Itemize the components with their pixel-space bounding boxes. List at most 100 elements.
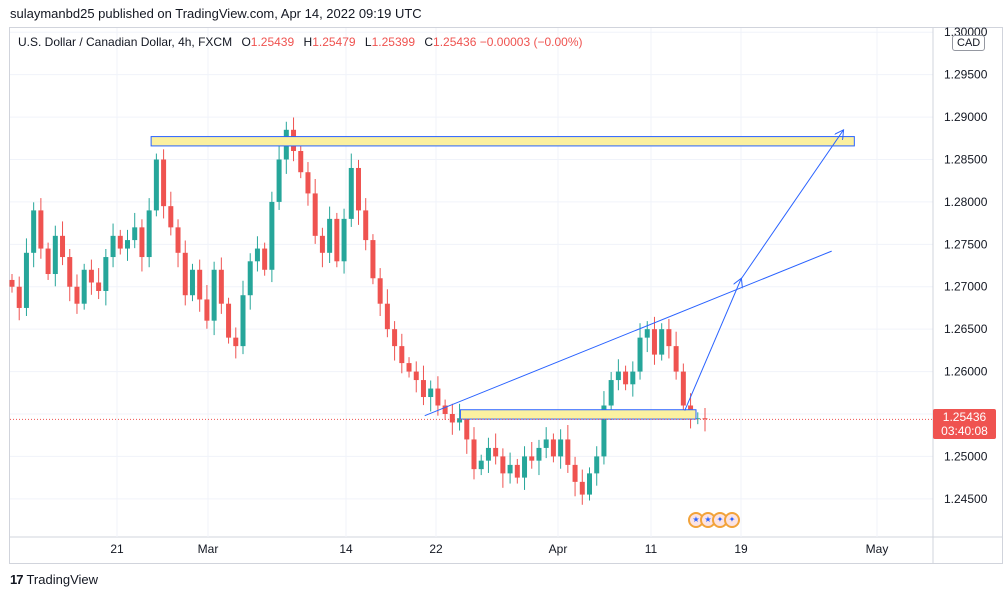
- candle-body: [464, 418, 470, 440]
- candle-body: [262, 248, 268, 270]
- candle-body: [31, 210, 37, 253]
- high-value: 1.25479: [312, 35, 356, 49]
- candle-body: [536, 447, 542, 461]
- ca-flag-icon[interactable]: ✦: [724, 512, 740, 528]
- projection-arrow: [684, 279, 741, 411]
- candle-body: [103, 257, 109, 291]
- x-tick-label: Apr: [549, 542, 568, 556]
- candle-body: [413, 371, 419, 381]
- resistance-zone: [150, 136, 855, 147]
- projection-arrow: [740, 131, 843, 280]
- high-label: H: [303, 35, 313, 49]
- x-tick-label: 22: [429, 542, 443, 556]
- candle-body: [23, 252, 29, 308]
- currency-badge[interactable]: CAD: [952, 35, 986, 51]
- candle-body: [16, 286, 22, 308]
- candle-body: [117, 235, 123, 249]
- candle-body: [449, 413, 455, 423]
- candle-body: [312, 193, 318, 236]
- y-tick-label: 1.29000: [944, 110, 988, 124]
- economic-events[interactable]: ★ ★ ✦ ✦: [688, 512, 740, 528]
- candle-body: [500, 456, 506, 474]
- y-tick-label: 1.28000: [944, 195, 988, 209]
- candle-body: [384, 303, 390, 330]
- candle-body: [377, 278, 383, 304]
- candle-body: [529, 456, 535, 461]
- bar-countdown: 03:40:08: [941, 424, 988, 438]
- open-label: O: [241, 35, 251, 49]
- x-tick-label: 14: [339, 542, 353, 556]
- change-value: −0.00003 (−0.00%): [479, 35, 583, 49]
- candle-body: [356, 167, 361, 211]
- candle-body: [435, 388, 441, 406]
- chart-frame[interactable]: [9, 27, 1003, 564]
- candle-body: [52, 235, 58, 275]
- candle-body: [218, 269, 224, 304]
- candle-body: [168, 206, 174, 228]
- x-tick-label: 21: [110, 542, 124, 556]
- footer-brand[interactable]: 17 TradingView: [10, 572, 98, 587]
- candle-body: [96, 282, 102, 291]
- support-zone: [459, 409, 697, 420]
- candle-body: [406, 363, 412, 372]
- candle-body: [81, 269, 87, 304]
- symbol-legend: U.S. Dollar / Canadian Dollar, 4h, FXCM …: [18, 35, 583, 49]
- open-value: 1.25439: [250, 35, 295, 49]
- candle-body: [702, 418, 708, 420]
- publish-info: sulaymanbd25 published on TradingView.co…: [10, 6, 422, 21]
- candle-body: [608, 380, 614, 406]
- close-label: C: [424, 35, 434, 49]
- candle-body: [197, 269, 203, 300]
- last-price-value: 1.25436: [942, 410, 987, 424]
- candle-body: [399, 346, 405, 364]
- candle-body: [428, 388, 434, 398]
- candle-body: [695, 418, 701, 420]
- y-tick-label: 1.26000: [944, 365, 988, 379]
- candle-body: [146, 210, 152, 258]
- candle-body: [493, 447, 499, 457]
- candle-body: [594, 456, 600, 474]
- candle-body: [601, 405, 607, 457]
- candle-body: [623, 371, 629, 385]
- tradingview-brand-text: TradingView: [26, 572, 99, 587]
- candle-body: [233, 337, 239, 347]
- candle-body: [38, 210, 44, 249]
- candle-body: [327, 218, 333, 253]
- candle-body: [579, 481, 585, 495]
- candle-body: [615, 371, 621, 381]
- y-tick-label: 1.24500: [944, 492, 988, 506]
- candle-body: [637, 337, 643, 372]
- candle-body: [514, 464, 520, 478]
- candle-body: [298, 151, 304, 173]
- candle-body: [247, 261, 253, 296]
- candle-body: [88, 269, 94, 283]
- candle-body: [161, 159, 167, 207]
- candle-body: [550, 439, 556, 457]
- candle-body: [507, 464, 513, 474]
- candle-body: [254, 248, 260, 262]
- y-tick-label: 1.25000: [944, 449, 988, 463]
- x-tick-label: 11: [645, 542, 658, 556]
- candle-body: [269, 201, 275, 270]
- x-tick-label: Mar: [198, 542, 219, 556]
- candle-body: [153, 159, 159, 211]
- candle-body: [110, 235, 116, 258]
- candle-body: [226, 303, 232, 338]
- candle-body: [211, 269, 217, 321]
- tradingview-logo-icon: 17: [10, 572, 24, 587]
- candle-body: [478, 460, 484, 470]
- candle-body: [485, 447, 491, 461]
- candle-body: [319, 235, 325, 253]
- candle-body: [45, 248, 51, 275]
- x-tick-label: May: [866, 542, 889, 556]
- x-tick-label: 19: [734, 542, 748, 556]
- candle-body: [558, 439, 564, 457]
- y-tick-label: 1.27000: [944, 280, 988, 294]
- low-label: L: [364, 35, 372, 49]
- candle-body: [60, 235, 66, 258]
- candle-body: [74, 286, 80, 304]
- candle-body: [125, 240, 130, 249]
- candle-body: [673, 346, 679, 372]
- symbol-name: U.S. Dollar / Canadian Dollar, 4h, FXCM: [18, 35, 233, 49]
